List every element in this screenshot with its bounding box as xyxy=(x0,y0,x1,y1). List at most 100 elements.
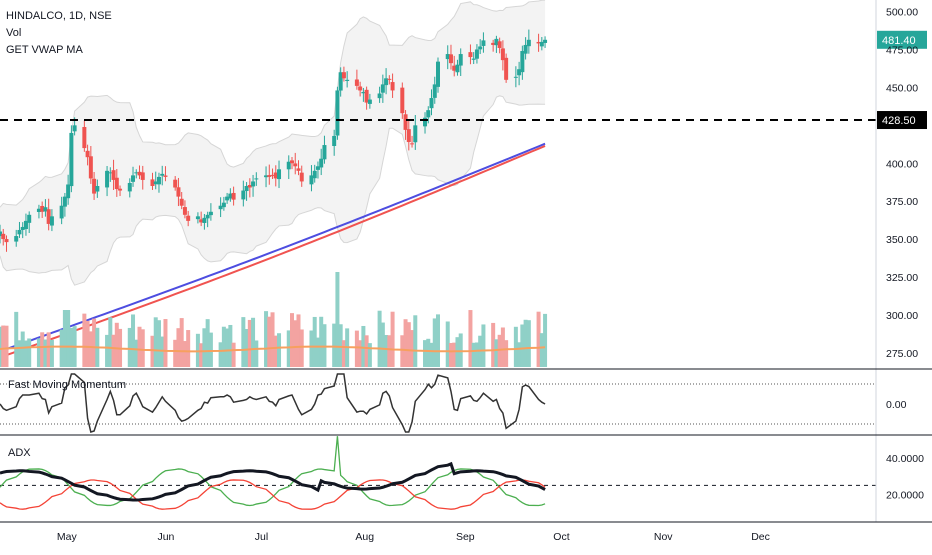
candle-body xyxy=(458,54,463,66)
adx-tick-label: 40.0000 xyxy=(886,453,924,465)
candle-body xyxy=(40,205,45,212)
volume-bar xyxy=(539,333,544,367)
volume-bar xyxy=(341,340,346,367)
candle-body xyxy=(0,231,2,237)
candle-body xyxy=(293,163,298,167)
time-tick-label: Oct xyxy=(553,531,569,543)
candle-body xyxy=(448,54,453,64)
volume-bar xyxy=(247,319,252,367)
candle-body xyxy=(513,76,518,78)
candle-body xyxy=(290,160,294,164)
volume-bar xyxy=(299,329,304,367)
price-tick-label: 325.00 xyxy=(886,272,918,284)
volume-bar xyxy=(429,342,434,367)
candle-body xyxy=(296,168,301,171)
adx-line xyxy=(0,461,546,502)
volume-bar xyxy=(228,324,233,367)
candle-body xyxy=(176,187,181,197)
volume-bar xyxy=(367,343,372,367)
candle-body xyxy=(432,84,437,98)
indicator-vwap-ma[interactable]: GET VWAP MA xyxy=(6,44,83,56)
volume-bar xyxy=(241,317,246,367)
candle-body xyxy=(380,84,385,93)
price-tick-label: 375.00 xyxy=(886,196,918,208)
horizontal-line-tag-bg xyxy=(877,111,927,130)
horizontal-line-tag: 428.50 xyxy=(877,111,927,130)
volume-bar xyxy=(59,329,64,367)
candle-body xyxy=(14,236,19,242)
volume-bar xyxy=(17,340,22,367)
candle-body xyxy=(410,143,415,145)
candle-body xyxy=(140,172,145,180)
price-tick-label: 350.00 xyxy=(886,234,918,246)
volume-bar xyxy=(267,316,272,367)
axes: 500.00 475.00 450.00 400.00 375.00 350.00 325.… xyxy=(0,0,932,543)
candle-body xyxy=(46,209,51,224)
candle-body xyxy=(137,171,142,176)
candle-body xyxy=(160,173,165,176)
volume-bars xyxy=(0,272,548,367)
candle-body xyxy=(319,158,324,168)
indicator-vol[interactable]: Vol xyxy=(6,27,22,39)
time-tick-label: Aug xyxy=(355,531,374,543)
volume-bar xyxy=(1,325,6,367)
volume-bar xyxy=(163,319,168,367)
volume-bar xyxy=(474,342,479,367)
volume-ma-line xyxy=(0,345,546,353)
volume-bar xyxy=(199,343,204,367)
candle-body xyxy=(494,38,499,46)
volume-bar xyxy=(358,340,363,367)
candle-body xyxy=(413,125,418,143)
price-overlay: 428.50 481.40 xyxy=(0,30,927,130)
volume-bar xyxy=(448,342,453,367)
volume-bar xyxy=(205,319,210,367)
candle-body xyxy=(309,175,314,185)
candle-body xyxy=(199,219,204,223)
candle-body xyxy=(406,129,411,143)
volume-bar xyxy=(536,311,541,367)
price-tick-label: 400.00 xyxy=(886,158,918,170)
volume-bar xyxy=(494,339,499,367)
candle-body xyxy=(474,49,479,59)
candles[interactable] xyxy=(0,29,548,252)
candle-body xyxy=(72,125,77,132)
time-tick-label: Sep xyxy=(456,531,475,543)
candle-body xyxy=(500,48,505,61)
candle-body xyxy=(208,211,213,216)
candle-body xyxy=(27,214,32,223)
volume-bar xyxy=(14,311,19,367)
volume-bar xyxy=(338,324,343,367)
candle-body xyxy=(111,170,116,180)
candle-body xyxy=(354,79,359,86)
ma-blue-line xyxy=(0,142,546,353)
momentum-pane-title[interactable]: Fast Moving Momentum xyxy=(8,379,126,391)
volume-bar xyxy=(88,331,93,367)
candle-body xyxy=(231,192,236,200)
candle-body xyxy=(299,172,304,182)
candle-body xyxy=(127,182,132,192)
candle-body xyxy=(1,233,6,240)
candle-body xyxy=(153,181,158,185)
candle-body xyxy=(335,90,340,136)
last-price-tag-bg xyxy=(877,30,927,49)
candle-body xyxy=(131,175,136,182)
volume-bar xyxy=(452,342,457,367)
candle-body xyxy=(264,175,269,178)
adx-tick-label: 20.0000 xyxy=(886,490,924,502)
candle-body xyxy=(23,220,28,230)
symbol-title[interactable]: HINDALCO, 1D, NSE xyxy=(6,10,112,22)
volume-bar xyxy=(504,340,509,367)
volume-bar xyxy=(85,320,90,367)
adx-pane-title[interactable]: ADX xyxy=(8,447,31,459)
candle-body xyxy=(526,39,531,47)
volume-bar xyxy=(319,316,324,367)
volume-bar xyxy=(445,321,450,367)
volume-bar xyxy=(150,335,155,367)
candle-body xyxy=(205,214,210,219)
candle-body xyxy=(358,86,363,91)
candle-body xyxy=(218,205,223,210)
volume-bar xyxy=(543,313,548,367)
candle-body xyxy=(179,198,184,206)
volume-bar xyxy=(49,339,54,367)
